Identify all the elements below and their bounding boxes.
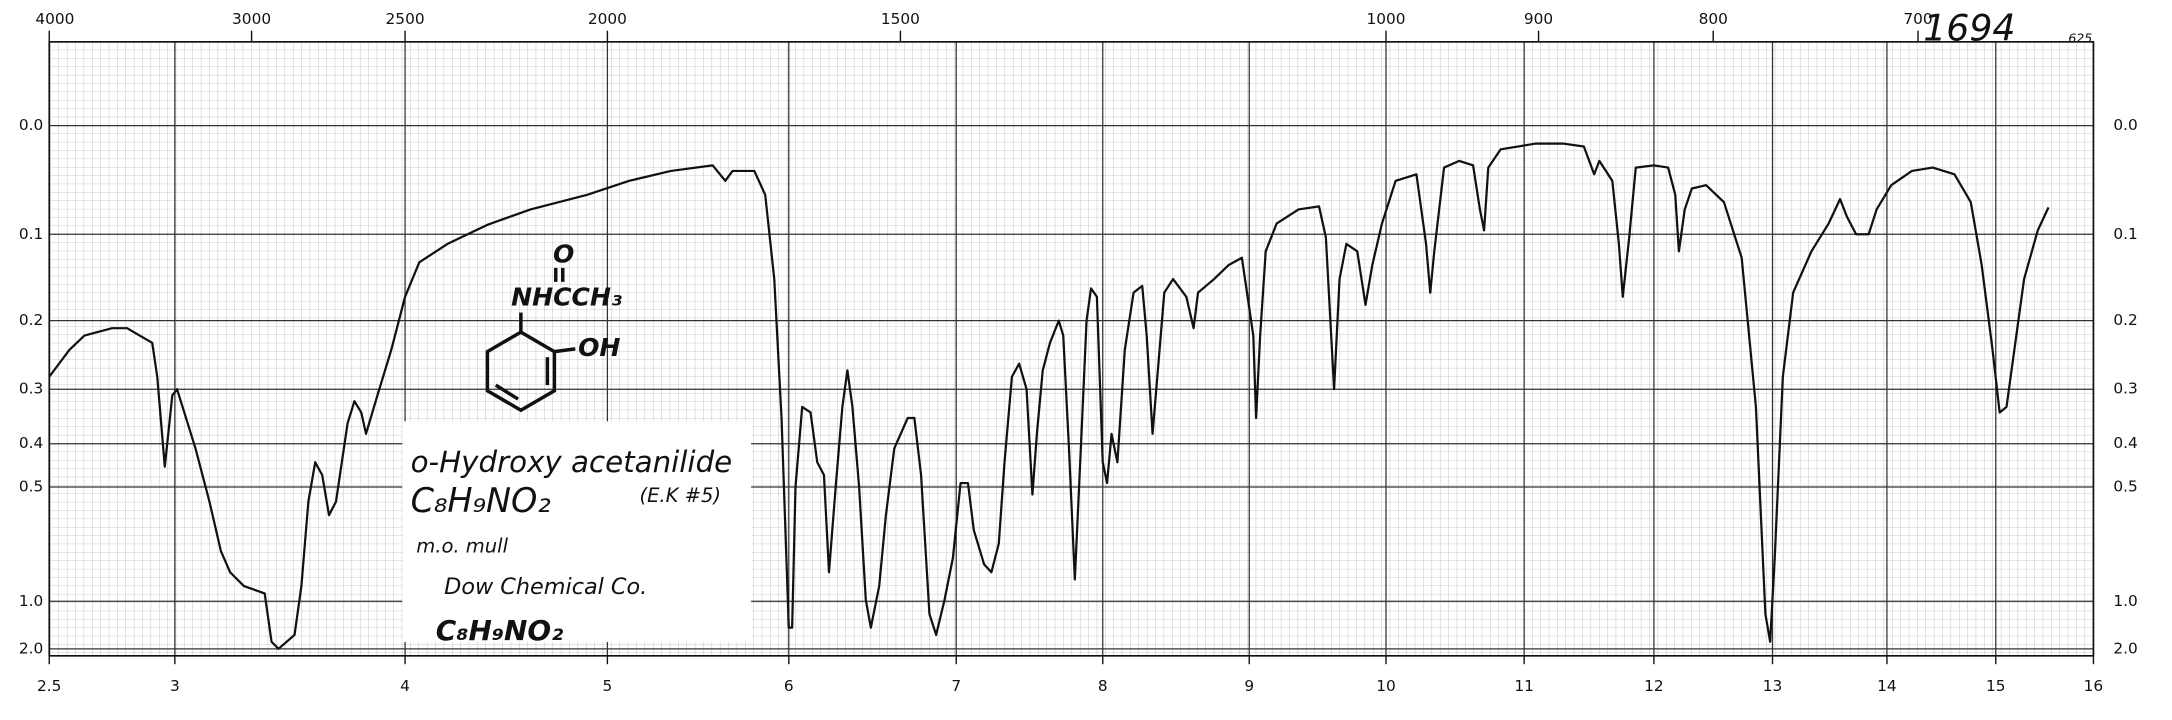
y-tick-label: 0.1 bbox=[19, 225, 43, 243]
x2-tick-label: 2000 bbox=[588, 10, 627, 28]
grid bbox=[48, 30, 2095, 665]
x2-tick-label: 700 bbox=[1903, 10, 1932, 28]
y-tick-label-right: 2.0 bbox=[2113, 639, 2137, 657]
structure-label: NHCCH₃ bbox=[511, 283, 622, 312]
bond bbox=[554, 347, 576, 354]
sheet-number: 1694 bbox=[1923, 7, 2015, 50]
y-tick-label: 0.4 bbox=[19, 434, 43, 452]
structure-label: OH bbox=[578, 333, 620, 362]
label-box bbox=[402, 421, 752, 642]
source: Dow Chemical Co. bbox=[444, 574, 647, 600]
x-tick-label: 6 bbox=[784, 677, 794, 695]
x-tick-label: 15 bbox=[1986, 677, 2006, 695]
x-tick-label: 13 bbox=[1763, 677, 1783, 695]
y-tick-label: 2.0 bbox=[19, 639, 43, 657]
y-tick-label-right: 0.0 bbox=[2113, 116, 2137, 134]
y-tick-label: 0.3 bbox=[19, 380, 43, 398]
x-tick-label: 3 bbox=[170, 677, 180, 695]
compound-name: o-Hydroxy acetanilide bbox=[411, 445, 733, 479]
x2-tick-label: 4000 bbox=[35, 10, 74, 28]
x-tick-label: 9 bbox=[1244, 677, 1254, 695]
x-tick-label: 14 bbox=[1877, 677, 1897, 695]
y-tick-label-right: 1.0 bbox=[2113, 592, 2137, 610]
range-end: 625 bbox=[2068, 31, 2092, 46]
y-tick-label: 0.2 bbox=[19, 311, 43, 329]
x-tick-label: 2.5 bbox=[37, 677, 61, 695]
reference: (E.K #5) bbox=[639, 484, 721, 507]
y-tick-label: 0.0 bbox=[19, 116, 43, 134]
benzene-ring bbox=[485, 330, 557, 413]
double-bond bbox=[494, 383, 520, 401]
y-tick-label: 0.5 bbox=[19, 477, 43, 495]
structure bbox=[485, 267, 576, 413]
x-tick-label: 16 bbox=[2084, 677, 2104, 695]
x-tick-label: 4 bbox=[400, 677, 410, 695]
y-tick-label-right: 0.4 bbox=[2113, 434, 2137, 452]
x-tick-label: 10 bbox=[1376, 677, 1396, 695]
x2-tick-label: 900 bbox=[1524, 10, 1553, 28]
x-tick-label: 12 bbox=[1644, 677, 1664, 695]
x2-tick-label: 1500 bbox=[881, 10, 920, 28]
y-tick-label-right: 0.2 bbox=[2113, 311, 2137, 329]
x2-tick-label: 800 bbox=[1699, 10, 1728, 28]
y-tick-label-right: 0.1 bbox=[2113, 225, 2137, 243]
x-tick-label: 11 bbox=[1514, 677, 1534, 695]
y-tick-label-right: 0.5 bbox=[2113, 477, 2137, 495]
x2-tick-label: 2500 bbox=[386, 10, 425, 28]
x2-tick-label: 3000 bbox=[232, 10, 271, 28]
fine-grid bbox=[49, 41, 2094, 656]
y-tick-label-right: 0.3 bbox=[2113, 380, 2137, 398]
y-tick-label: 1.0 bbox=[19, 592, 43, 610]
plot bbox=[48, 142, 2050, 650]
x-tick-label: 8 bbox=[1098, 677, 1108, 695]
formula: C₈H₉NO₂ bbox=[411, 481, 551, 520]
formula-repeat: C₈H₉NO₂ bbox=[436, 614, 564, 647]
x-tick-label: 5 bbox=[603, 677, 613, 695]
plot-frame bbox=[48, 41, 2095, 657]
structure-label: O bbox=[553, 239, 574, 268]
sampling: m.o. mull bbox=[416, 534, 508, 557]
x2-tick-label: 1000 bbox=[1366, 10, 1405, 28]
spectrum-line bbox=[48, 142, 2050, 650]
x-tick-label: 7 bbox=[951, 677, 961, 695]
